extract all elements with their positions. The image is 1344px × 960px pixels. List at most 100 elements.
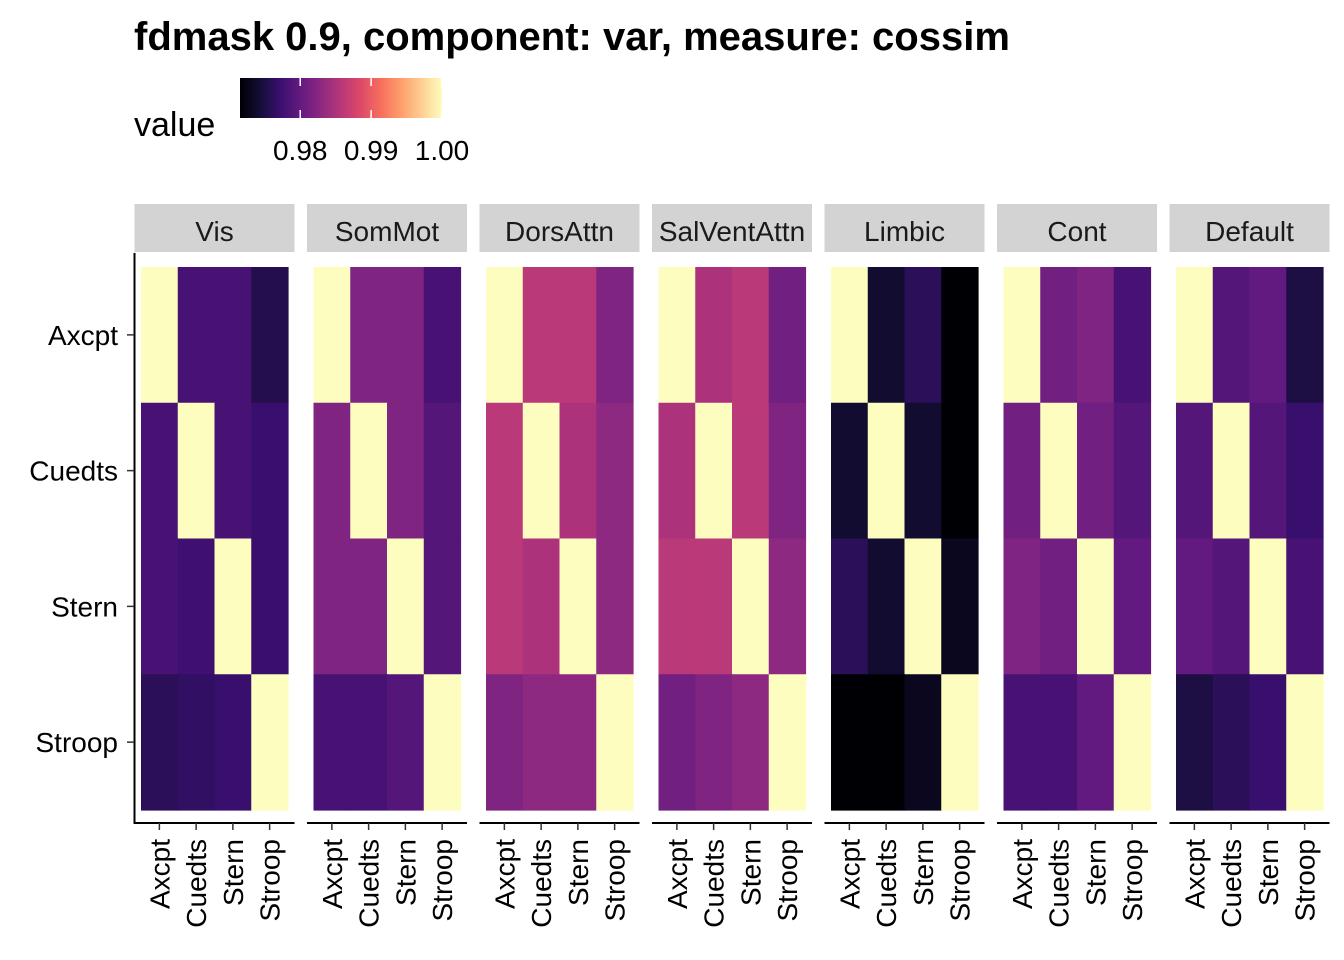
y-tick-label: Stroop [36, 727, 119, 758]
x-tick-label: Stern [563, 839, 594, 906]
heatmap-cell [596, 402, 634, 540]
x-tick-label: Stroop [427, 839, 458, 922]
heatmap-cell [867, 674, 906, 811]
heatmap-cell [559, 402, 597, 540]
y-axis: Axcpt Cuedts Stern Stroop [29, 253, 136, 824]
heatmap-cell [1286, 402, 1324, 540]
facet-cont: Cont Axcpt Cuedts Stern Stroop [997, 204, 1157, 928]
x-tick-label: Stern [1253, 839, 1284, 906]
facet-strip [1169, 204, 1330, 252]
heatmap-cell [867, 267, 906, 404]
heatmap-cell [1212, 267, 1251, 404]
x-tick-label: Cuedts [526, 839, 557, 928]
heatmap-cell [1249, 267, 1287, 404]
heatmap-cell [1113, 267, 1152, 404]
heatmap-cell [1113, 402, 1152, 540]
x-tick-label: Axcpt [317, 839, 348, 909]
heatmap-cell [1249, 402, 1287, 540]
facet-salventattn: SalVentAttn Axcpt Cuedts Stern Stroop [652, 204, 812, 928]
facet-strip [134, 204, 295, 252]
heatmap-cell [559, 538, 597, 675]
x-tick-label: Stroop [1117, 839, 1148, 922]
x-tick-label: Stroop [945, 839, 976, 922]
x-tick-label: Cuedts [1044, 839, 1075, 928]
heatmap-cell [177, 674, 216, 811]
x-tick-label: Cuedts [871, 839, 902, 928]
legend-break-label: 1.00 [415, 135, 470, 166]
x-tick-label: Stern [1080, 839, 1111, 906]
heatmap-cell [831, 267, 869, 404]
facet-dorsattn: DorsAttn Axcpt Cuedts Stern Stroop [479, 204, 640, 928]
heatmap-cell [423, 402, 462, 540]
heatmap-cell [658, 674, 696, 811]
x-tick-label: Cuedts [1216, 839, 1247, 928]
heatmap-cell [904, 402, 942, 540]
heatmap-cell [941, 267, 979, 404]
heatmap-cell [695, 267, 733, 404]
heatmap-cell [768, 538, 807, 675]
heatmap-cell [141, 538, 179, 675]
y-tick-label: Axcpt [48, 320, 118, 351]
heatmap-cell [387, 674, 425, 811]
heatmap-cell [596, 538, 634, 675]
heatmap-cell [486, 402, 524, 540]
heatmap-cell [658, 267, 696, 404]
heatmap-cell [251, 402, 289, 540]
heatmap-cell [350, 674, 388, 811]
heatmap-cell [831, 538, 869, 675]
colorbar [240, 78, 442, 118]
heatmap-cell [1040, 674, 1078, 811]
x-tick-label: Cuedts [699, 839, 730, 928]
x-tick-label: Cuedts [181, 839, 212, 928]
heatmap-cell [695, 538, 733, 675]
colorbar-legend: 0.98 0.99 1.00 [240, 78, 469, 166]
heatmap-cell [732, 402, 770, 540]
heatmap-cell [350, 267, 388, 404]
x-tick-label: Stern [218, 839, 249, 906]
x-tick-label: Stroop [772, 839, 803, 922]
heatmap-cell [867, 538, 906, 675]
heatmap-cell [214, 538, 252, 675]
heatmap-cell [177, 538, 216, 675]
facet-strip-label: Limbic [864, 216, 945, 247]
heatmap-cell [1113, 538, 1152, 675]
heatmap-cell [214, 267, 252, 404]
facet-strip-label: Vis [195, 216, 233, 247]
heatmap-cell [695, 402, 733, 540]
facet-strip-label: Default [1205, 216, 1294, 247]
heatmap-cell [522, 402, 561, 540]
heatmap-cell [1286, 674, 1324, 811]
heatmap-cell [831, 674, 869, 811]
heatmap-cell [1286, 267, 1324, 404]
heatmap-cell [1176, 402, 1214, 540]
heatmap-cell [904, 538, 942, 675]
heatmap-cell [1176, 674, 1214, 811]
heatmap-cell [1249, 674, 1287, 811]
heatmap-cell [350, 402, 388, 540]
heatmap-cell [1077, 538, 1115, 675]
heatmap-cell [941, 402, 979, 540]
facet-strip [652, 204, 812, 252]
heatmap-cell [732, 267, 770, 404]
x-tick-label: Stern [908, 839, 939, 906]
x-tick-label: Stern [390, 839, 421, 906]
heatmap-cell [596, 267, 634, 404]
heatmap-cell [1113, 674, 1152, 811]
heatmap-cell [1003, 402, 1041, 540]
heatmap-cell [695, 674, 733, 811]
facet-strip [479, 204, 640, 252]
heatmap-cell [387, 538, 425, 675]
facet-strip-label: SomMot [335, 216, 439, 247]
heatmap-cell [313, 538, 351, 675]
facet-strip-label: Cont [1047, 216, 1106, 247]
heatmap-cell [522, 267, 561, 404]
heatmap-cell [1212, 402, 1251, 540]
facet-strip-label: DorsAttn [505, 216, 614, 247]
x-tick-label: Stroop [255, 839, 286, 922]
heatmap-cell [423, 674, 462, 811]
x-tick-label: Cuedts [354, 839, 385, 928]
heatmap-cell [423, 538, 462, 675]
heatmap-cell [251, 267, 289, 404]
heatmap-cell [313, 267, 351, 404]
